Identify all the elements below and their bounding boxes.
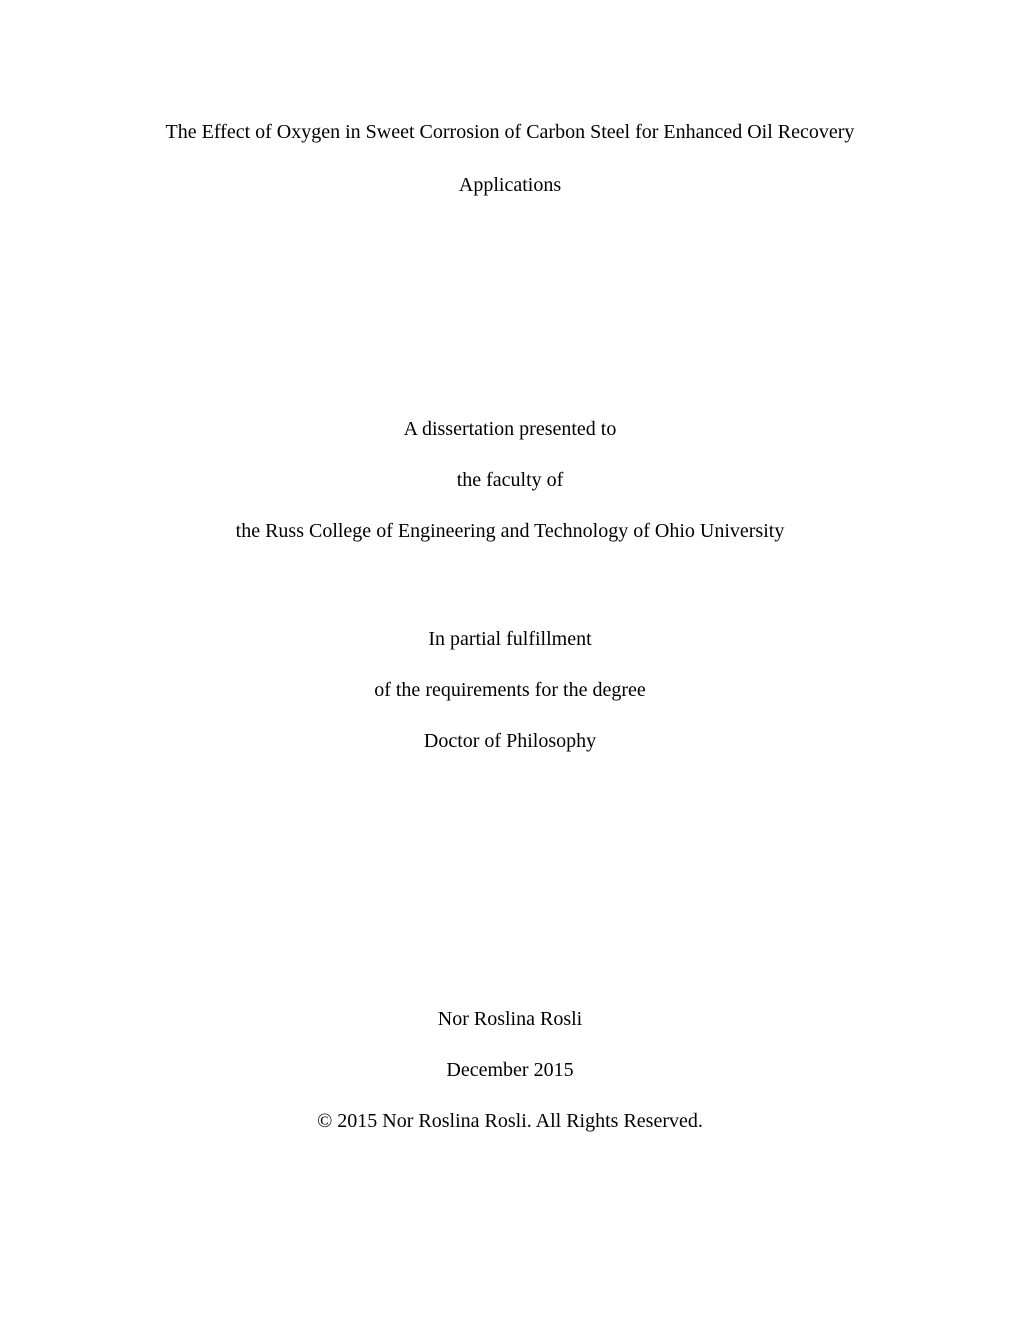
fulfillment-line-3: Doctor of Philosophy	[130, 730, 890, 753]
copyright: © 2015 Nor Roslina Rosli. All Rights Res…	[130, 1110, 890, 1133]
title-line-2: Applications	[130, 174, 890, 197]
title-block: The Effect of Oxygen in Sweet Corrosion …	[0, 118, 1020, 197]
title-page: The Effect of Oxygen in Sweet Corrosion …	[0, 0, 1020, 1320]
presented-line-2: the faculty of	[130, 469, 890, 492]
author-date: December 2015	[130, 1059, 890, 1082]
author-name: Nor Roslina Rosli	[130, 1008, 890, 1031]
presented-line-3: the Russ College of Engineering and Tech…	[130, 520, 890, 543]
fulfillment-line-1: In partial fulfillment	[130, 628, 890, 651]
presented-line-1: A dissertation presented to	[130, 418, 890, 441]
presented-block: A dissertation presented to the faculty …	[0, 418, 1020, 571]
fulfillment-line-2: of the requirements for the degree	[130, 679, 890, 702]
fulfillment-block: In partial fulfillment of the requiremen…	[0, 628, 1020, 781]
author-block: Nor Roslina Rosli December 2015 © 2015 N…	[0, 1008, 1020, 1133]
title-line-1: The Effect of Oxygen in Sweet Corrosion …	[130, 118, 890, 146]
